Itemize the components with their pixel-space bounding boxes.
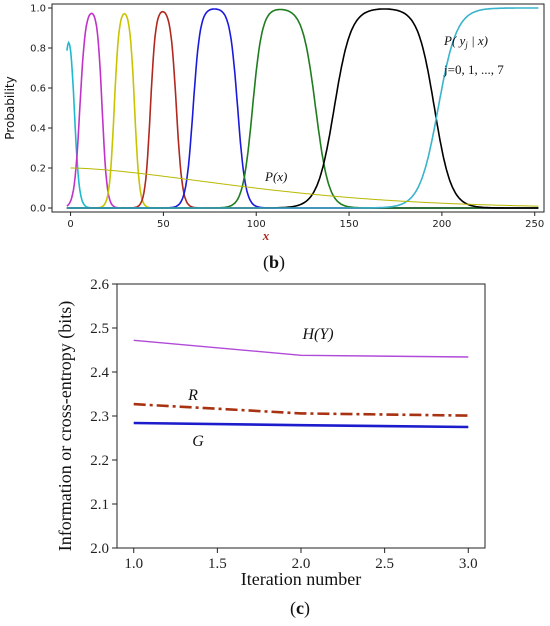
information-y-tick-label: 2.2 xyxy=(90,453,109,469)
information-line-2 xyxy=(133,421,469,429)
pyx-annotation: P( yj | x) xyxy=(443,33,488,50)
probability-y-tick-label: 0.8 xyxy=(30,44,46,55)
probability-y-tick-label: 0.6 xyxy=(30,84,46,95)
information-y-tick-label: 2.3 xyxy=(90,409,109,425)
information-y-axis-label: Information or cross-entropy (bits) xyxy=(55,301,76,551)
panel-label-b: (b) xyxy=(263,252,285,273)
pyx-subscript: j xyxy=(464,40,468,50)
probability-chart: 0.0 0.2 0.4 0.6 0.8 1.0 0 50 100 150 200 250 Proba… xyxy=(3,3,545,273)
information-plot-frame xyxy=(116,283,486,549)
probability-x-axis-label: x xyxy=(262,228,270,243)
probability-x-tick-label: 150 xyxy=(340,219,359,230)
probability-x-tick-label: 50 xyxy=(157,219,170,230)
information-y-tick-label: 2.6 xyxy=(90,277,109,293)
series-label-hy: H(Y) xyxy=(301,326,333,343)
series-label-g: G xyxy=(192,433,204,450)
probability-y-ticks: 0.0 0.2 0.4 0.6 0.8 1.0 xyxy=(30,4,52,215)
information-lines xyxy=(133,339,469,429)
probability-x-tick-label: 200 xyxy=(432,219,451,230)
probability-y-tick-label: 1.0 xyxy=(30,4,46,15)
j-range-annotation: j=0, 1, ..., 7 xyxy=(443,62,504,77)
information-x-tick-label: 1.0 xyxy=(124,556,143,572)
information-chart: 2.0 2.1 2.2 2.3 2.4 2.5 2.6 1.0 1.5 2.0 2.5 3.0 In… xyxy=(55,277,486,619)
information-x-tick-label: 2.5 xyxy=(375,556,394,572)
probability-x-tick-label: 100 xyxy=(247,219,266,230)
panel-label-c: (c) xyxy=(290,598,310,619)
px-annotation: P(x) xyxy=(264,169,287,184)
information-line-0 xyxy=(133,339,469,358)
probability-x-tick-label: 250 xyxy=(525,219,544,230)
probability-y-tick-label: 0.2 xyxy=(30,164,46,175)
information-y-tick-label: 2.0 xyxy=(90,541,109,557)
information-y-tick-label: 2.5 xyxy=(90,321,109,337)
probability-x-tick-label: 0 xyxy=(67,219,73,230)
probability-curve-7 xyxy=(66,7,539,209)
information-y-tick-label: 2.4 xyxy=(90,365,109,381)
probability-y-tick-label: 0.0 xyxy=(30,204,46,215)
series-label-r: R xyxy=(187,387,198,404)
probability-y-tick-label: 0.4 xyxy=(30,124,46,135)
px-curve xyxy=(70,167,539,207)
probability-y-axis-label: Probability xyxy=(3,76,17,139)
information-x-tick-label: 1.5 xyxy=(208,556,227,572)
information-x-tick-label: 2.0 xyxy=(292,556,311,572)
information-y-ticks: 2.0 2.1 2.2 2.3 2.4 2.5 2.6 xyxy=(90,277,117,557)
information-x-tick-label: 3.0 xyxy=(459,556,478,572)
information-x-axis-label: Iteration number xyxy=(241,569,361,589)
information-line-1 xyxy=(133,402,469,417)
probability-curves xyxy=(66,7,539,209)
information-y-tick-label: 2.1 xyxy=(90,497,109,513)
probability-x-ticks: 0 50 100 150 200 250 xyxy=(67,212,544,230)
information-x-ticks: 1.0 1.5 2.0 2.5 3.0 xyxy=(124,548,478,572)
